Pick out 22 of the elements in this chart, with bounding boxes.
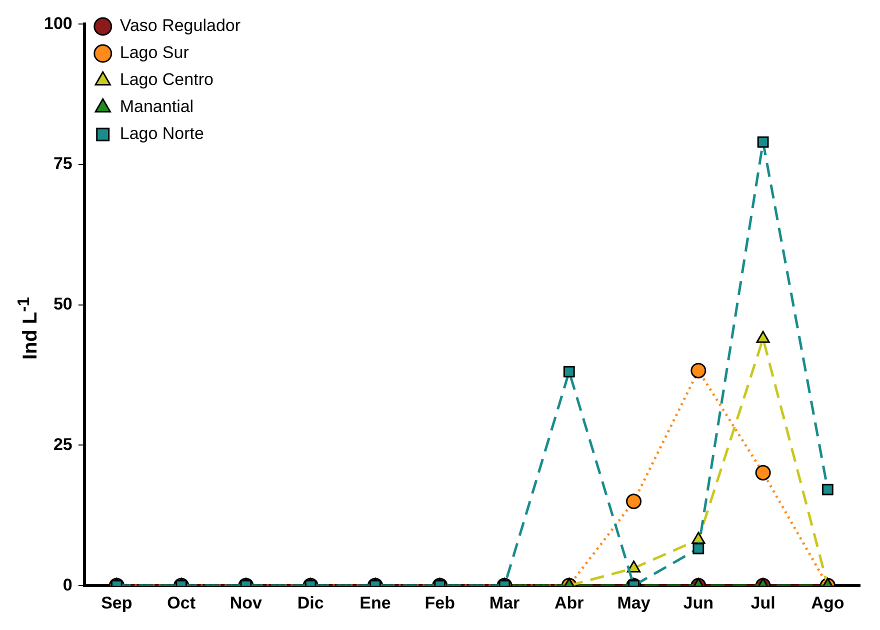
x-tick-label: Oct [167, 593, 196, 612]
x-tick-label: Dic [297, 593, 324, 612]
legend-label: Lago Sur [120, 43, 190, 62]
x-tick-label: Ago [811, 593, 844, 612]
legend-label: Vaso Regulador [120, 16, 241, 36]
x-tick-label: Mar [489, 593, 520, 612]
x-tick-label: May [617, 593, 651, 612]
x-tick-label: Jul [750, 593, 776, 612]
y-tick-label: 100 [44, 14, 72, 33]
x-tick-label: Jun [683, 593, 714, 612]
y-tick-label: 25 [53, 434, 72, 454]
x-tick-label: Nov [230, 593, 263, 612]
x-tick-label: Sep [101, 593, 132, 612]
x-tick-label: Abr [554, 593, 584, 612]
legend-label: Lago Norte [120, 124, 204, 144]
legend-label: Lago Centro [120, 70, 214, 90]
y-tick-label: 0 [62, 575, 72, 594]
x-tick-label: Feb [424, 593, 455, 612]
y-tick-label: 75 [53, 154, 72, 174]
x-tick-label: Ene [360, 593, 391, 612]
y-tick-label: 50 [53, 294, 72, 314]
legend-label: Manantial [120, 97, 194, 116]
